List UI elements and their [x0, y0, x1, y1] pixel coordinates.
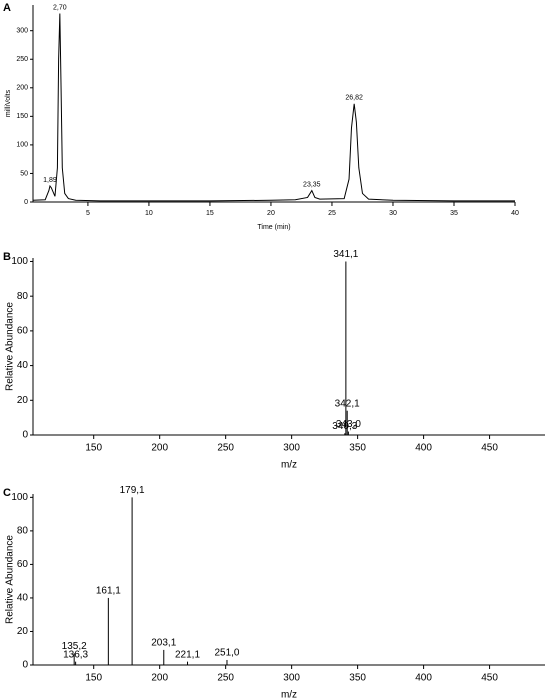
x-axis-title: m/z [281, 460, 297, 471]
y-tick-label: 80 [17, 526, 29, 537]
y-tick-label: 300 [16, 28, 28, 35]
x-axis-title: m/z [281, 690, 297, 698]
x-tick-label: 400 [415, 443, 432, 454]
x-tick-label: 300 [283, 673, 300, 684]
y-axis-title: Relative Abundance [5, 535, 16, 624]
peak-label: 2,70 [53, 4, 67, 11]
y-tick-label: 250 [16, 56, 28, 63]
y-tick-label: 20 [17, 626, 29, 637]
peak-label: 26,82 [345, 95, 363, 102]
y-tick-label: 50 [20, 170, 28, 177]
peak-label: 179,1 [120, 485, 145, 496]
y-tick-label: 40 [17, 593, 29, 604]
x-tick-label: 350 [349, 443, 366, 454]
x-tick-label: 15 [206, 210, 214, 217]
y-tick-label: 100 [16, 142, 28, 149]
x-tick-label: 450 [481, 443, 498, 454]
y-tick-label: 60 [17, 559, 29, 570]
peak-label: 23,35 [303, 181, 321, 188]
peak-label: 343,0 [336, 419, 361, 430]
y-tick-label: 80 [17, 291, 29, 302]
peak-label: 341,1 [333, 249, 358, 260]
panel-label: A [3, 2, 11, 14]
x-tick-label: 10 [145, 210, 153, 217]
peak-label: 161,1 [96, 586, 121, 597]
y-tick-label: 60 [17, 326, 29, 337]
y-tick-label: 0 [22, 430, 28, 441]
y-tick-label: 0 [22, 660, 28, 671]
x-tick-label: 250 [217, 673, 234, 684]
x-tick-label: 35 [450, 210, 458, 217]
y-axis-title: milliVolts [5, 89, 12, 117]
peak-label: 135,2 [62, 641, 87, 652]
y-tick-label: 200 [16, 85, 28, 92]
trace [32, 13, 515, 202]
peak-label: 221,1 [175, 649, 200, 660]
peak-label: 1,89 [43, 177, 57, 184]
x-tick-label: 150 [85, 443, 102, 454]
x-tick-label: 200 [151, 443, 168, 454]
x-tick-label: 40 [511, 210, 519, 217]
peak-label: 203,1 [151, 638, 176, 649]
x-tick-label: 25 [328, 210, 336, 217]
y-axis-title: Relative Abundance [5, 302, 16, 391]
peak-label: 251,0 [214, 648, 239, 659]
peak-label: 136,3 [63, 649, 88, 660]
y-tick-label: 150 [16, 113, 28, 120]
y-tick-label: 20 [17, 395, 29, 406]
x-tick-label: 150 [85, 673, 102, 684]
x-tick-label: 5 [86, 210, 90, 217]
panel-label: B [3, 251, 11, 263]
peak-label: 340,3 [332, 421, 357, 432]
x-tick-label: 200 [151, 673, 168, 684]
y-tick-label: 100 [11, 256, 28, 267]
x-tick-label: 400 [415, 673, 432, 684]
y-tick-label: 40 [17, 360, 29, 371]
panel-label: C [3, 487, 11, 499]
x-tick-label: 300 [283, 443, 300, 454]
x-tick-label: 20 [267, 210, 275, 217]
peak-label: 342,1 [335, 398, 360, 409]
y-tick-label: 100 [11, 492, 28, 503]
x-tick-label: 30 [389, 210, 397, 217]
x-axis-title: Time (min) [257, 224, 290, 231]
x-tick-label: 250 [217, 443, 234, 454]
x-tick-label: 350 [349, 673, 366, 684]
x-tick-label: 450 [481, 673, 498, 684]
y-tick-label: 0 [24, 199, 28, 206]
